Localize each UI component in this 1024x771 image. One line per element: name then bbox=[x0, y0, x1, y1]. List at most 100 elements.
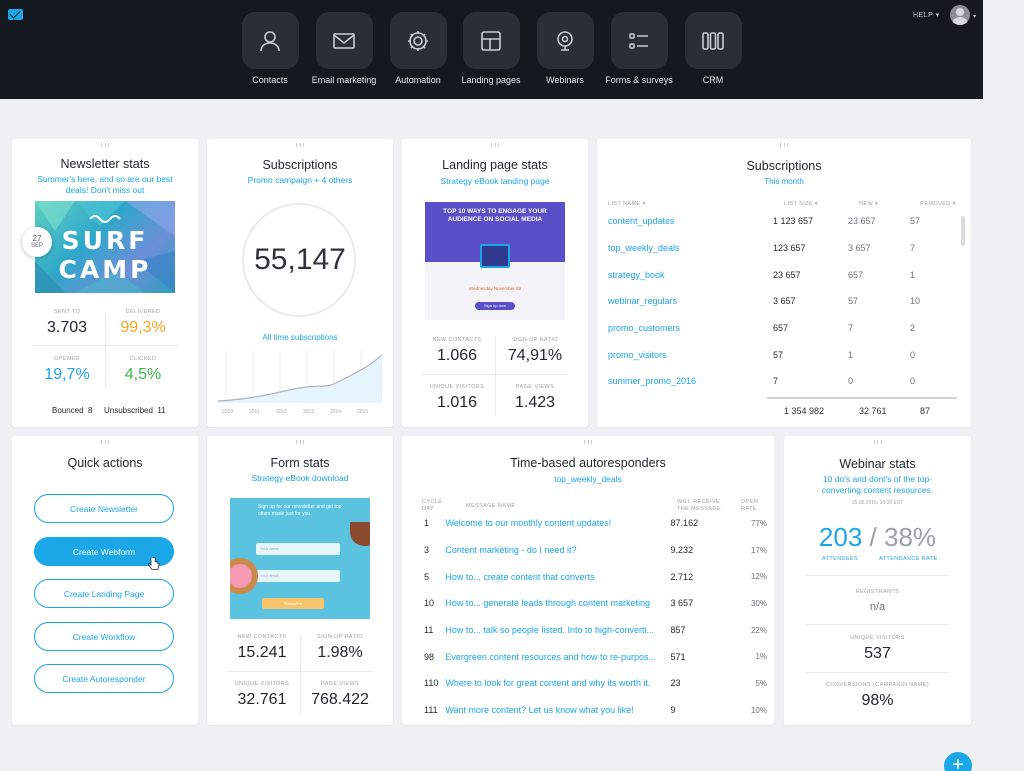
table-row[interactable]: 11 How to... talk so people listed. Into … bbox=[402, 617, 767, 644]
message-name-link[interactable]: Where to look for great content and why … bbox=[445, 678, 651, 689]
card-subtitle[interactable]: top_weekly_deals bbox=[554, 474, 622, 484]
scrollbar[interactable] bbox=[961, 216, 965, 246]
nav-forms-surveys[interactable]: Forms & surveys bbox=[597, 12, 681, 85]
drag-handle-icon[interactable] bbox=[584, 440, 592, 444]
message-name-link[interactable]: Content marketing - do I need it? bbox=[445, 545, 577, 556]
table-row[interactable]: top_weekly_deals 123 657 3 657 7 bbox=[597, 235, 957, 262]
stat-label: UNIQUE VISITORS bbox=[850, 635, 905, 641]
table-row[interactable]: 98 Evergreen content resources and how to… bbox=[402, 643, 767, 670]
registrants-stat: REGISTRANTS n/a bbox=[784, 589, 971, 613]
will-receive: 23 bbox=[670, 678, 681, 689]
table-row[interactable]: promo_visitors 57 1 0 bbox=[597, 341, 957, 368]
drag-handle-icon[interactable] bbox=[491, 143, 499, 147]
table-row[interactable]: webinar_regulars 3 657 57 10 bbox=[597, 288, 957, 315]
message-name-link[interactable]: Evergreen content resources and how to r… bbox=[445, 651, 656, 662]
nav-email-marketing[interactable]: Email marketing bbox=[302, 12, 386, 85]
drag-handle-icon[interactable] bbox=[296, 143, 304, 147]
totals-new: 32 761 bbox=[859, 406, 887, 416]
message-name-link[interactable]: Want more content? Let us know what you … bbox=[445, 705, 634, 716]
message-name-link[interactable]: How to... talk so people listed. Into to… bbox=[445, 625, 654, 636]
logo-icon[interactable] bbox=[8, 9, 23, 20]
nav-crm[interactable]: CRM bbox=[671, 12, 755, 85]
webinar-headline: 203 / 38% bbox=[784, 522, 971, 553]
create-landing-page-button[interactable]: Create Landing Page bbox=[34, 579, 174, 608]
help-menu[interactable]: HELP ▾ bbox=[913, 12, 940, 19]
date-month: SEP bbox=[30, 243, 43, 249]
new-contacts-stat: NEW CONTACTS 15.241 bbox=[223, 634, 301, 662]
nav-contacts[interactable]: Contacts bbox=[228, 12, 312, 85]
year-label: 2015 bbox=[357, 409, 369, 415]
list-name-link[interactable]: summer_promo_2016 bbox=[608, 376, 697, 387]
cycle-day: 98 bbox=[424, 651, 435, 662]
table-row[interactable]: summer_promo_2016 7 0 0 bbox=[597, 368, 957, 395]
card-subtitle[interactable]: Strategy eBook landing page bbox=[440, 176, 550, 186]
card-subtitle[interactable]: Promo campaign + 4 others bbox=[247, 175, 353, 185]
column-header-will-receive[interactable]: WILL RECEIVE THE MESSAGE bbox=[677, 499, 722, 512]
drag-handle-icon[interactable] bbox=[101, 440, 109, 444]
message-name-link[interactable]: Welcome to our monthly content updates! bbox=[445, 518, 612, 529]
list-name-link[interactable]: strategy_book bbox=[608, 269, 665, 280]
subscriptions-growth-chart bbox=[217, 351, 383, 403]
opened-stat: OPENED 19,7% bbox=[32, 356, 102, 384]
table-row[interactable]: strategy_book 23 657 657 1 bbox=[597, 261, 957, 288]
column-header-cycle-day[interactable]: CYCLE DAY bbox=[422, 499, 443, 512]
list-size: 7 bbox=[773, 376, 779, 387]
drag-handle-icon[interactable] bbox=[296, 440, 304, 444]
cycle-day: 3 bbox=[424, 545, 430, 556]
list-name-link[interactable]: promo_visitors bbox=[608, 349, 667, 360]
column-header-list-size[interactable]: LIST SIZE ▾ bbox=[784, 201, 818, 207]
stat-label: SIGN-UP RATIO bbox=[317, 634, 363, 640]
create-autoresponder-button[interactable]: Create Autoresponder bbox=[34, 664, 174, 693]
drag-handle-icon[interactable] bbox=[873, 440, 882, 444]
card-subtitle[interactable]: This month bbox=[764, 177, 804, 186]
avatar[interactable] bbox=[950, 5, 970, 25]
column-header-list-name[interactable]: LIST NAME ▾ bbox=[608, 201, 646, 207]
table-row[interactable]: 111 Want more content? Let us know what y… bbox=[402, 697, 767, 724]
drag-handle-icon[interactable] bbox=[101, 143, 109, 147]
table-row[interactable]: 10 How to... generate leads through cont… bbox=[402, 590, 767, 617]
year-label: 2014 bbox=[330, 409, 342, 415]
stat-value: 537 bbox=[864, 645, 891, 662]
nav-label: Landing pages bbox=[461, 75, 521, 85]
attendees-value: 203 bbox=[818, 522, 863, 552]
card-title: Form stats bbox=[270, 456, 330, 470]
open-rate: 30% bbox=[750, 598, 767, 608]
table-row[interactable]: promo_customers 657 7 2 bbox=[597, 315, 957, 342]
nav-landing-pages[interactable]: Landing pages bbox=[449, 12, 533, 85]
nav-webinars[interactable]: Webinars bbox=[523, 12, 607, 85]
list-name-link[interactable]: content_updates bbox=[608, 216, 675, 227]
nav-label: Contacts bbox=[252, 75, 288, 85]
list-name-link[interactable]: promo_customers bbox=[608, 323, 681, 334]
table-row[interactable]: 110 Where to look for great content and w… bbox=[402, 670, 767, 697]
chevron-down-icon[interactable]: ▾ bbox=[973, 14, 977, 20]
total-caption: All time subscriptions bbox=[262, 333, 338, 342]
column-header-removed[interactable]: REMOVED ▾ bbox=[920, 201, 956, 207]
list-name-link[interactable]: top_weekly_deals bbox=[608, 243, 680, 254]
list-name-link[interactable]: webinar_regulars bbox=[608, 296, 678, 307]
card-title: Subscriptions bbox=[746, 159, 822, 173]
form-preview-image[interactable]: Sign up for our newsletter and get top o… bbox=[230, 498, 370, 619]
message-name-link[interactable]: How to... create content that converts bbox=[445, 571, 595, 582]
card-subtitle[interactable]: Strategy eBook download bbox=[251, 473, 349, 483]
drag-handle-icon[interactable] bbox=[780, 143, 788, 147]
create-workflow-button[interactable]: Create Workflow bbox=[34, 622, 174, 651]
column-header-open-rate[interactable]: OPEN RATE bbox=[741, 499, 759, 512]
stat-value: 99,3% bbox=[120, 319, 166, 336]
column-header-message-name[interactable]: MESSAGE NAME bbox=[466, 503, 516, 509]
nav-automation[interactable]: Automation bbox=[376, 12, 460, 85]
column-header-new[interactable]: NEW ▾ bbox=[859, 201, 879, 207]
newsletter-preview-image[interactable]: SURF CAMP bbox=[35, 201, 175, 293]
unsubscribed-count: Unsubscribed 11 bbox=[104, 406, 166, 415]
create-newsletter-button[interactable]: Create Newsletter bbox=[34, 494, 174, 523]
landing-preview-image[interactable]: TOP 10 WAYS TO ENGAGE YOUR AUDIENCE ON S… bbox=[425, 202, 565, 320]
table-row[interactable]: 3 Content marketing - do I need it? 9.232 1… bbox=[402, 537, 767, 564]
unsubscribed-label: Unsubscribed bbox=[104, 406, 153, 415]
table-row[interactable]: content_updates 1 123 657 23 657 57 bbox=[597, 208, 957, 235]
table-row[interactable]: 5 How to... create content that converts 2… bbox=[402, 563, 767, 590]
message-name-link[interactable]: How to... generate leads through content… bbox=[445, 598, 650, 609]
card-subtitle[interactable]: 10 do's and dont's of the top-converting… bbox=[821, 474, 934, 495]
card-subtitle[interactable]: Summer's here, and so are our best deals… bbox=[37, 174, 173, 195]
table-row[interactable]: 1 Welcome to our monthly content updates!… bbox=[402, 510, 767, 537]
add-widget-button[interactable]: + bbox=[944, 752, 972, 771]
unsubscribed-value: 11 bbox=[157, 406, 166, 415]
